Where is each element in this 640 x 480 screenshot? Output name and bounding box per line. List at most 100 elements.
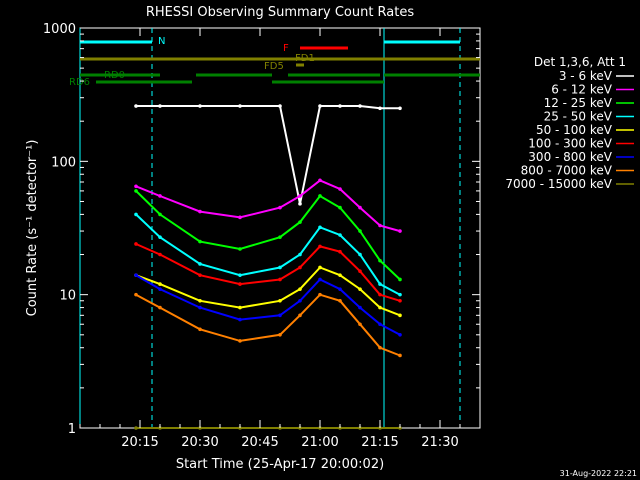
series-point: [378, 106, 382, 111]
series-point: [318, 225, 322, 230]
series-point: [318, 104, 322, 108]
flag-bars: N F FD1 FD5 RD0 RD6: [69, 36, 480, 88]
series-point: [358, 287, 362, 291]
series-point: [358, 269, 362, 273]
vertical-markers: [79, 28, 461, 428]
plot-frame: [79, 27, 481, 429]
flag-bar-label: RD6: [69, 77, 90, 88]
series-point: [238, 215, 242, 220]
series-point: [278, 104, 282, 108]
legend-title: Det 1,3,6, Att 1: [534, 55, 626, 69]
y-tick-label: 100: [51, 155, 76, 170]
series-point: [378, 258, 382, 263]
series-point: [338, 233, 342, 237]
series-point: [338, 187, 342, 191]
flag-bar-label: RD0: [104, 70, 125, 81]
legend-label: 25 - 50 keV: [544, 110, 613, 124]
series-point: [238, 104, 242, 108]
series-point: [298, 220, 302, 224]
series-point: [158, 305, 162, 310]
series-point: [134, 426, 138, 430]
x-tick-label: 20:15: [121, 435, 158, 450]
series-point: [358, 252, 362, 257]
series-point: [398, 106, 402, 111]
series-point: [238, 247, 242, 251]
x-tick-label: 21:00: [301, 435, 338, 450]
series-point: [378, 322, 382, 327]
series-point: [134, 104, 138, 108]
series-point: [238, 273, 242, 277]
series-point: [378, 223, 382, 228]
series-point: [134, 184, 138, 189]
series-point: [134, 292, 138, 297]
flag-bar-label: F: [283, 43, 289, 54]
series-point: [378, 282, 382, 286]
series-point: [158, 282, 162, 286]
data-series: [134, 104, 402, 430]
series-point: [318, 292, 322, 297]
series-point: [158, 252, 162, 257]
series-point: [338, 104, 342, 108]
series-point: [198, 305, 202, 310]
x-tick-label: 20:30: [181, 435, 218, 450]
footer-timestamp: 31-Aug-2022 22:21: [560, 469, 637, 478]
series-point: [238, 317, 242, 322]
series-point: [134, 189, 138, 193]
y-tick-label: 1000: [43, 22, 76, 37]
series-line: [136, 105, 400, 205]
series-point: [378, 345, 382, 350]
series-point: [338, 298, 342, 303]
series-point: [398, 292, 402, 297]
series-point: [158, 235, 162, 239]
axes: 20:15 20:30 20:45 21:00 21:15 21:30 1 10 100 1000: [43, 22, 481, 450]
series-point: [338, 249, 342, 254]
series-point: [358, 322, 362, 327]
series-point: [198, 327, 202, 332]
legend-label: 12 - 25 keV: [544, 96, 613, 110]
series-point: [398, 277, 402, 282]
series-point: [278, 235, 282, 239]
series-point: [158, 104, 162, 108]
series-point: [398, 229, 402, 233]
series-line: [135, 179, 401, 233]
series-point: [318, 194, 322, 198]
series-point: [158, 212, 162, 217]
x-tick-label: 21:15: [361, 435, 398, 450]
series-point: [238, 305, 242, 310]
series-point: [158, 287, 162, 291]
y-tick-label: 1: [68, 422, 76, 437]
series-point: [278, 265, 282, 270]
series-point: [134, 273, 138, 277]
series-point: [238, 282, 242, 286]
series-point: [398, 313, 402, 318]
series-point: [318, 178, 322, 183]
series-point: [298, 313, 302, 318]
legend-label: 800 - 7000 keV: [521, 164, 613, 178]
series-point: [158, 194, 162, 198]
series-point: [378, 292, 382, 297]
x-axis-label: Start Time (25-Apr-17 20:00:02): [176, 457, 384, 472]
series-point: [298, 194, 302, 198]
series-point: [238, 339, 242, 343]
series-point: [198, 104, 202, 108]
x-tick-label: 21:30: [421, 435, 458, 450]
series-point: [298, 252, 302, 257]
series-point: [358, 104, 362, 108]
legend-label: 7000 - 15000 keV: [505, 177, 612, 191]
series-point: [198, 298, 202, 303]
legend-label: 3 - 6 keV: [559, 69, 613, 83]
legend-label: 300 - 800 keV: [528, 150, 612, 164]
series-point: [278, 277, 282, 282]
legend-label: 100 - 300 keV: [528, 137, 612, 151]
series-point: [358, 305, 362, 310]
series-point: [358, 205, 362, 210]
y-axis-label: Count Rate (s⁻¹ detector⁻¹): [25, 140, 40, 317]
series-point: [278, 298, 282, 303]
chart-title: RHESSI Observing Summary Count Rates: [146, 5, 415, 20]
series-point: [198, 209, 202, 214]
series-point: [198, 273, 202, 277]
series-point: [198, 262, 202, 266]
series-point: [298, 265, 302, 270]
series-point: [398, 353, 402, 358]
